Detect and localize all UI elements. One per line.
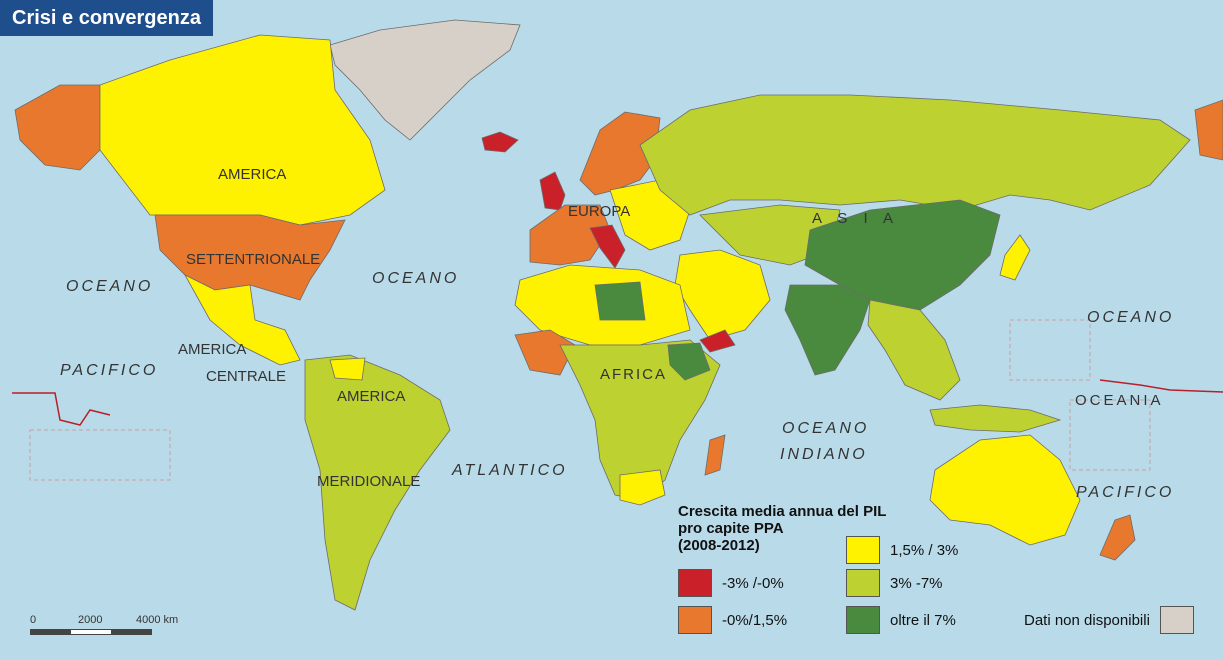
label-meridionale: MERIDIONALE (317, 473, 421, 490)
region-iceland (481, 131, 519, 153)
region-mexico (184, 274, 301, 366)
legend: Crescita media annua del PIL pro capite … (678, 503, 1208, 643)
region-new-zealand (1099, 514, 1136, 561)
region-ethiopia (667, 342, 711, 381)
region-madagascar (704, 434, 726, 476)
label-pacifico-e: PACIFICO (1076, 484, 1175, 501)
legend-item-red: -3% /-0% (678, 569, 784, 597)
label-america: AMERICA (218, 166, 287, 183)
region-japan (999, 234, 1031, 281)
pacific-border-east (1099, 379, 1223, 393)
scale-mid: 2000 (78, 614, 103, 626)
label-oceania: OCEANIA (1075, 392, 1164, 409)
legend-label-darkgreen: oltre il 7% (890, 611, 956, 629)
label-indiano: INDIANO (780, 446, 868, 463)
legend-swatch-lightgreen (846, 569, 880, 597)
region-southeast-asia (867, 299, 961, 401)
legend-item-orange: -0%/1,5% (678, 606, 787, 634)
label-oceano-ind: OCEANO (782, 420, 870, 437)
scale-end: 4000 km (136, 614, 179, 626)
legend-label-yellow: 1,5% / 3% (890, 541, 959, 559)
legend-item-nodata: Dati non disponibili (1024, 606, 1194, 634)
region-greenland (329, 19, 521, 141)
legend-label-lightgreen: 3% -7% (890, 574, 943, 592)
legend-swatch-orange (678, 606, 712, 634)
map-title: Crisi e convergenza (0, 0, 213, 36)
label-africa: AFRICA (600, 366, 668, 383)
region-russia-east (1194, 99, 1223, 161)
label-asia: A S I A (812, 210, 900, 227)
label-centrale: CENTRALE (206, 368, 287, 385)
legend-label-red: -3% /-0% (722, 574, 784, 592)
region-uk (539, 171, 566, 211)
legend-item-darkgreen: oltre il 7% (846, 606, 956, 634)
region-india (784, 284, 871, 376)
region-australia (929, 434, 1081, 546)
region-sub-saharan-africa (559, 339, 721, 501)
label-oceano-ne: OCEANO (1087, 309, 1175, 326)
legend-label-orange: -0%/1,5% (722, 611, 788, 629)
label-oceano-atl: OCEANO (372, 270, 460, 287)
legend-swatch-red (678, 569, 712, 597)
region-south-africa (619, 469, 666, 506)
pacific-border-west (12, 392, 111, 426)
legend-item-yellow: 1,5% / 3% (846, 536, 958, 564)
legend-swatch-nodata (1159, 606, 1194, 634)
scale-bar (30, 629, 152, 635)
legend-swatch-yellow (846, 536, 880, 564)
region-south-america (304, 354, 451, 611)
legend-item-lightgreen: 3% -7% (846, 569, 943, 597)
label-oceano-nw: OCEANO (66, 278, 154, 295)
region-usa (154, 214, 346, 301)
region-alaska (14, 84, 101, 171)
pacific-dashed-boxes (29, 319, 1151, 481)
scale-zero: 0 (30, 614, 37, 626)
region-china (804, 199, 1001, 311)
label-pacifico-w: PACIFICO (60, 362, 159, 379)
legend-swatch-darkgreen (846, 606, 880, 634)
label-europa: EUROPA (568, 203, 631, 220)
region-indonesia (929, 404, 1062, 433)
region-russia (639, 94, 1191, 216)
legend-label-nodata: Dati non disponibili (1024, 611, 1150, 629)
region-italy (589, 224, 626, 269)
region-canada (99, 34, 386, 226)
label-atlantico: ATLANTICO (452, 462, 568, 479)
region-yemen (699, 329, 736, 353)
region-libya (594, 281, 646, 321)
label-america-sud: AMERICA (337, 388, 406, 405)
label-america-centrale: AMERICA (178, 341, 247, 358)
label-settentrionale: SETTENTRIONALE (186, 251, 321, 268)
region-venezuela (329, 357, 366, 381)
legend-title: Crescita media annua del PIL pro capite … (678, 503, 887, 554)
